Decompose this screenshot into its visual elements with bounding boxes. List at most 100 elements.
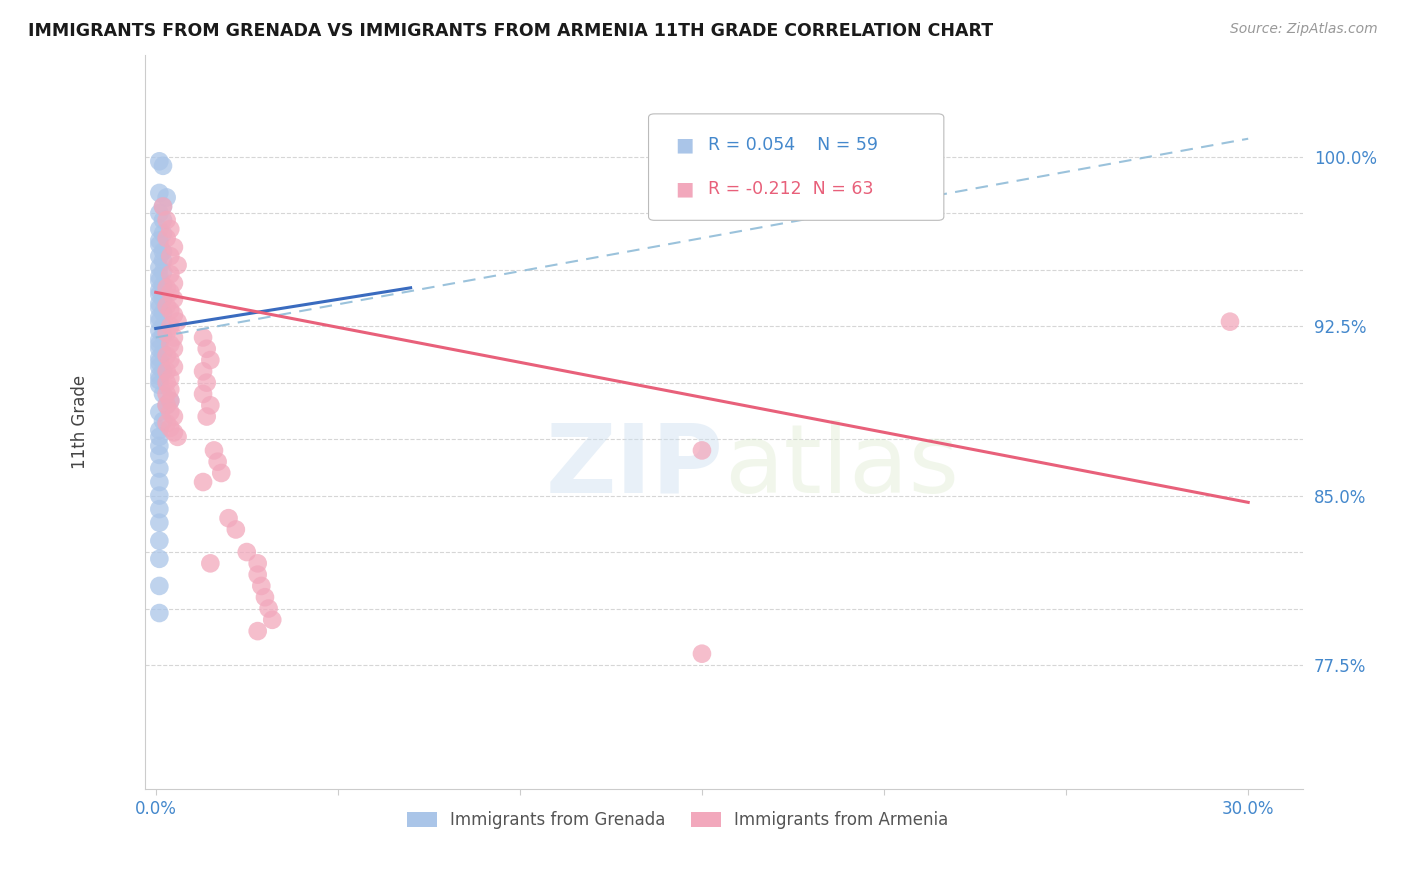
Point: [148, 206, 170, 220]
Point: [163, 292, 186, 306]
Point: [148, 222, 170, 236]
Point: [148, 324, 170, 338]
Point: [166, 315, 188, 329]
Text: Source: ZipAtlas.com: Source: ZipAtlas.com: [1230, 22, 1378, 37]
Point: [163, 425, 186, 440]
Point: [148, 287, 170, 301]
Point: [152, 244, 174, 259]
Point: [156, 213, 179, 227]
Point: [148, 249, 170, 263]
Point: [148, 430, 170, 444]
Point: [195, 409, 218, 424]
Point: [236, 545, 259, 559]
Point: [163, 359, 186, 374]
Point: [163, 342, 186, 356]
Point: [148, 274, 170, 288]
Text: atlas: atlas: [724, 420, 959, 513]
FancyBboxPatch shape: [648, 114, 943, 220]
Point: [246, 567, 269, 582]
Point: [148, 333, 170, 347]
Point: [148, 533, 170, 548]
Point: [148, 337, 170, 351]
Point: [156, 398, 179, 412]
Text: ■: ■: [675, 179, 693, 198]
Point: [148, 238, 170, 252]
Point: [246, 557, 269, 571]
Point: [152, 199, 174, 213]
Point: [159, 285, 181, 300]
Point: [148, 269, 170, 284]
Point: [152, 265, 174, 279]
Point: [148, 233, 170, 247]
Point: [152, 305, 174, 319]
Point: [166, 430, 188, 444]
Point: [191, 387, 214, 401]
Point: [156, 364, 179, 378]
Point: [148, 359, 170, 374]
Point: [159, 383, 181, 397]
Point: [148, 296, 170, 310]
Point: [148, 475, 170, 489]
Point: [148, 351, 170, 365]
Point: [148, 355, 170, 369]
Point: [152, 414, 174, 428]
Point: [156, 398, 179, 412]
Point: [152, 319, 174, 334]
Point: [159, 249, 181, 263]
Point: [200, 398, 222, 412]
Point: [159, 371, 181, 385]
Point: [156, 326, 179, 340]
Point: [163, 277, 186, 291]
Point: [148, 439, 170, 453]
Point: [202, 443, 225, 458]
Point: [200, 557, 222, 571]
Point: [159, 337, 181, 351]
Point: [148, 606, 170, 620]
Point: [152, 253, 174, 268]
Point: [690, 443, 713, 458]
Point: [152, 346, 174, 360]
Point: [156, 231, 179, 245]
Point: [159, 222, 181, 236]
Point: [148, 315, 170, 329]
Text: ■: ■: [675, 136, 693, 155]
Point: [166, 258, 188, 272]
Point: [159, 319, 181, 334]
Point: [148, 301, 170, 315]
Point: [218, 511, 240, 525]
Text: R = -0.212  N = 63: R = -0.212 N = 63: [707, 180, 873, 198]
Point: [246, 624, 269, 639]
Point: [148, 516, 170, 530]
Point: [159, 353, 181, 368]
Point: [148, 373, 170, 387]
Point: [191, 475, 214, 489]
Point: [148, 423, 170, 437]
Point: [152, 278, 174, 293]
Point: [207, 455, 229, 469]
Point: [148, 551, 170, 566]
Point: [148, 186, 170, 200]
Point: [152, 387, 174, 401]
Point: [156, 281, 179, 295]
Point: [148, 283, 170, 297]
Point: [152, 227, 174, 241]
Point: [690, 647, 713, 661]
Point: [148, 378, 170, 392]
Point: [156, 417, 179, 431]
Point: [152, 292, 174, 306]
Point: [250, 579, 273, 593]
Point: [253, 591, 276, 605]
Point: [159, 405, 181, 419]
Legend: Immigrants from Grenada, Immigrants from Armenia: Immigrants from Grenada, Immigrants from…: [401, 805, 955, 836]
Point: [159, 421, 181, 435]
Point: [156, 387, 179, 401]
Point: [257, 601, 280, 615]
Point: [152, 159, 174, 173]
Point: [148, 461, 170, 475]
Point: [148, 368, 170, 383]
Point: [148, 342, 170, 356]
Point: [152, 364, 174, 378]
Text: R = 0.054    N = 59: R = 0.054 N = 59: [707, 136, 877, 154]
Point: [163, 330, 186, 344]
Point: [148, 310, 170, 325]
